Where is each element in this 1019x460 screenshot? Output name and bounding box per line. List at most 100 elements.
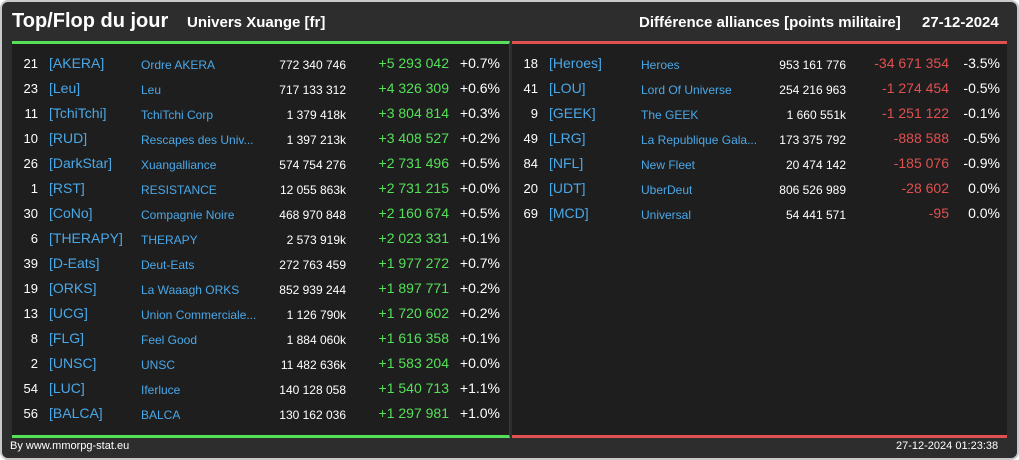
source-credit[interactable]: By www.mmorpg-stat.eu	[10, 440, 130, 452]
alliance-tag-link[interactable]: [ORKS]	[49, 280, 97, 296]
alliance-name-link[interactable]: TchiTchi Corp	[141, 108, 214, 122]
alliance-name-link[interactable]: Union Commerciale...	[141, 308, 257, 322]
alliance-name-link[interactable]: The GEEK	[641, 108, 699, 122]
alliance-name-link[interactable]: Iferluce	[141, 383, 181, 397]
percent-cell: +0.0%	[459, 180, 500, 196]
alliance-name-link[interactable]: Heroes	[641, 58, 680, 72]
rank-cell: 6	[30, 231, 38, 246]
table-row: 39 [D-Eats] Deut-Eats 272 763 459 +1 977 272…	[12, 252, 509, 276]
alliance-tag-link[interactable]: [LOU]	[549, 80, 586, 96]
alliance-name-link[interactable]: UberDeut	[641, 183, 693, 197]
alliance-tag-link[interactable]: [CoNo]	[49, 205, 93, 221]
rank-cell: 20	[523, 181, 538, 196]
percent-cell: +0.2%	[459, 305, 500, 321]
table-row: 56 [BALCA] BALCA 130 162 036 +1 297 981 +1.0%	[12, 402, 509, 426]
alliance-tag-link[interactable]: [Heroes]	[549, 55, 602, 71]
alliance-tag-link[interactable]: [MCD]	[549, 205, 589, 221]
points-cell: 130 162 036	[279, 408, 346, 422]
alliance-tag-link[interactable]: [RST]	[49, 180, 85, 196]
difference-cell: +2 023 331	[378, 230, 449, 246]
points-cell: 2 573 919k	[286, 233, 346, 247]
alliance-tag-link[interactable]: [UNSC]	[49, 355, 97, 371]
alliance-tag-link[interactable]: [UDT]	[549, 180, 586, 196]
difference-cell: -888 588	[893, 130, 949, 146]
percent-cell: -3.5%	[963, 55, 1000, 71]
difference-cell: -28 602	[901, 180, 949, 196]
difference-cell: -34 671 354	[874, 55, 949, 71]
alliance-tag-link[interactable]: [D-Eats]	[49, 255, 100, 271]
table-row: 84 [NFL] New Fleet 20 474 142 -185 076 -0.9%	[512, 152, 1007, 176]
table-row: 49 [LRG] La Republique Gala... 173 375 792 -…	[512, 127, 1007, 151]
alliance-tag-link[interactable]: [LRG]	[549, 130, 586, 146]
alliance-name-link[interactable]: New Fleet	[641, 158, 696, 172]
alliance-tag-link[interactable]: [RUD]	[49, 130, 88, 146]
table-row: 69 [MCD] Universal 54 441 571 -95 0.0%	[512, 202, 1007, 226]
rank-cell: 30	[23, 206, 38, 221]
points-cell: 1 126 790k	[286, 308, 346, 322]
top-panel: 21 [AKERA] Ordre AKERA 772 340 746 +5 293 04…	[12, 41, 510, 438]
alliance-name-link[interactable]: Compagnie Noire	[141, 208, 235, 222]
alliance-name-link[interactable]: Universal	[641, 208, 692, 222]
table-row: 9 [GEEK] The GEEK 1 660 551k -1 251 122 -0.1%	[512, 102, 1007, 126]
percent-cell: +0.5%	[459, 155, 500, 171]
alliance-tag-link[interactable]: [Leu]	[49, 80, 81, 96]
alliance-tag-link[interactable]: [THERAPY]	[49, 230, 123, 246]
percent-cell: +1.0%	[459, 405, 500, 421]
points-cell: 772 340 746	[279, 58, 346, 72]
percent-cell: -0.5%	[963, 130, 1000, 146]
rank-cell: 49	[523, 131, 538, 146]
alliance-tag-link[interactable]: [GEEK]	[549, 105, 596, 121]
table-row: 6 [THERAPY] THERAPY 2 573 919k +2 023 331 +0.…	[12, 227, 509, 251]
alliance-name-link[interactable]: Lord Of Universe	[641, 83, 732, 97]
alliance-name-link[interactable]: La Waaagh ORKS	[141, 283, 240, 297]
alliance-tag-link[interactable]: [UCG]	[49, 305, 88, 321]
points-cell: 574 754 276	[279, 158, 346, 172]
rank-cell: 9	[530, 106, 538, 121]
page-title: Top/Flop du jour	[12, 10, 169, 32]
difference-cell: -1 274 454	[882, 80, 949, 96]
alliance-name-link[interactable]: Xuangalliance	[141, 158, 217, 172]
header: Top/Flop du jour Univers Xuange [fr] Dif…	[2, 2, 1017, 42]
alliance-name-link[interactable]: BALCA	[141, 408, 181, 422]
table-row: 41 [LOU] Lord Of Universe 254 216 963 -1 274…	[512, 77, 1007, 101]
alliance-tag-link[interactable]: [LUC]	[49, 380, 85, 396]
points-cell: 717 133 312	[279, 83, 346, 97]
rank-cell: 11	[24, 106, 39, 121]
alliance-name-link[interactable]: Feel Good	[141, 333, 198, 347]
rank-cell: 41	[523, 81, 538, 96]
points-cell: 806 526 989	[779, 183, 846, 197]
alliance-name-link[interactable]: Deut-Eats	[141, 258, 195, 272]
alliance-name-link[interactable]: UNSC	[141, 358, 176, 372]
difference-cell: -95	[928, 205, 949, 221]
percent-cell: +0.2%	[459, 130, 500, 146]
alliance-tag-link[interactable]: [BALCA]	[49, 405, 103, 421]
alliance-name-link[interactable]: La Republique Gala...	[641, 133, 758, 147]
alliance-tag-link[interactable]: [AKERA]	[49, 55, 105, 71]
table-row: 10 [RUD] Rescapes des Univ... 1 397 213k +3 …	[12, 127, 509, 151]
alliance-tag-link[interactable]: [TchiTchi]	[49, 105, 107, 121]
alliance-name-link[interactable]: Ordre AKERA	[141, 58, 216, 72]
table-row: 20 [UDT] UberDeut 806 526 989 -28 602 0.0%	[512, 177, 1007, 201]
points-cell: 254 216 963	[779, 83, 846, 97]
percent-cell: +0.6%	[459, 80, 500, 96]
rank-cell: 56	[23, 406, 38, 421]
alliance-tag-link[interactable]: [DarkStar]	[49, 155, 113, 171]
alliance-name-link[interactable]: THERAPY	[141, 233, 198, 247]
points-cell: 54 441 571	[785, 208, 846, 222]
alliance-name-link[interactable]: Rescapes des Univ...	[141, 133, 254, 147]
percent-cell: +0.1%	[459, 230, 500, 246]
points-cell: 272 763 459	[279, 258, 346, 272]
alliance-name-link[interactable]: RESISTANCE	[141, 183, 217, 197]
percent-cell: +0.1%	[459, 330, 500, 346]
percent-cell: +0.0%	[459, 355, 500, 371]
points-cell: 1 884 060k	[286, 333, 346, 347]
alliance-tag-link[interactable]: [NFL]	[549, 155, 584, 171]
alliance-name-link[interactable]: Leu	[141, 83, 162, 97]
difference-cell: +3 804 814	[378, 105, 449, 121]
alliance-tag-link[interactable]: [FLG]	[49, 330, 85, 346]
rank-cell: 26	[23, 156, 38, 171]
table-row: 8 [FLG] Feel Good 1 884 060k +1 616 358 +0.1%	[12, 327, 509, 351]
table-row: 54 [LUC] Iferluce 140 128 058 +1 540 713 +1.1…	[12, 377, 509, 401]
difference-cell: +1 616 358	[378, 330, 449, 346]
